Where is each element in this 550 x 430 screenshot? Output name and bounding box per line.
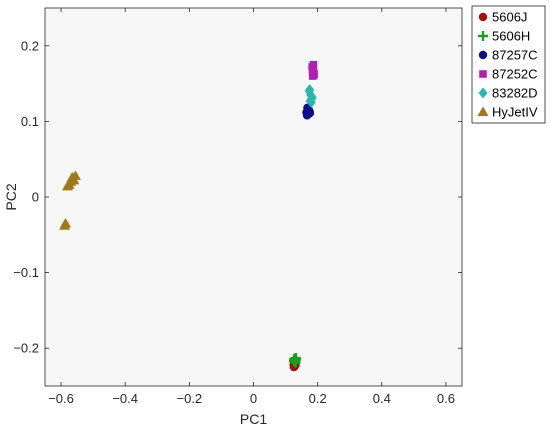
legend-label-hyjetiv: HyJetIV [492, 105, 538, 120]
y-tick-label: −0.2 [13, 341, 39, 356]
legend-label-87257c: 87257C [492, 48, 538, 63]
data-point-hyjetiv-7 [59, 220, 71, 230]
x-tick-label: 0.6 [437, 391, 455, 406]
y-axis-label: PC2 [3, 183, 19, 210]
data-point-87257c-7 [305, 108, 315, 118]
x-tick-label: 0.4 [373, 391, 391, 406]
y-tick-label: 0.2 [21, 38, 39, 53]
legend-label-87252c: 87252C [492, 67, 538, 82]
x-tick-label: 0.2 [309, 391, 327, 406]
x-tick-label: −0.2 [177, 391, 203, 406]
legend-marker-87257c [478, 50, 488, 60]
legend-marker-5606j [478, 12, 488, 22]
data-point-5606h-6 [291, 354, 302, 365]
y-tick-label: −0.1 [13, 265, 39, 280]
x-axis-label: PC1 [240, 411, 267, 427]
legend-label-5606j: 5606J [492, 10, 527, 25]
data-point-83282d-5 [305, 84, 315, 96]
y-tick-label: 0 [32, 190, 39, 205]
y-tick-label: 0.1 [21, 114, 39, 129]
x-tick-label: −0.4 [112, 391, 138, 406]
x-axis: −0.6 −0.4 −0.2 0 0.2 0.4 0.6 [48, 8, 455, 406]
data-markers [59, 60, 318, 372]
data-point-87252c-6 [310, 70, 318, 79]
legend-marker-83282d [478, 87, 488, 99]
x-tick-label: 0 [250, 391, 257, 406]
data-point-83282d-6 [306, 97, 316, 108]
data-point-hyjetiv-5 [61, 180, 73, 191]
data-point-87252c-4 [309, 60, 318, 69]
plot-area [45, 8, 462, 386]
legend-marker-hyjetiv [477, 106, 489, 116]
legend-label-5606h: 5606H [492, 29, 530, 44]
legend-box [471, 5, 546, 124]
legend-label-83282d: 83282D [492, 86, 538, 101]
legend-marker-5606h [478, 31, 488, 41]
legend-marker-87252c [479, 70, 487, 78]
legend: 5606J 5606H 87257C 87252C 83282D HyJetIV [471, 5, 546, 124]
x-tick-label: −0.6 [48, 391, 74, 406]
y-axis: −0.2 −0.1 0 0.1 0.2 [13, 38, 462, 356]
